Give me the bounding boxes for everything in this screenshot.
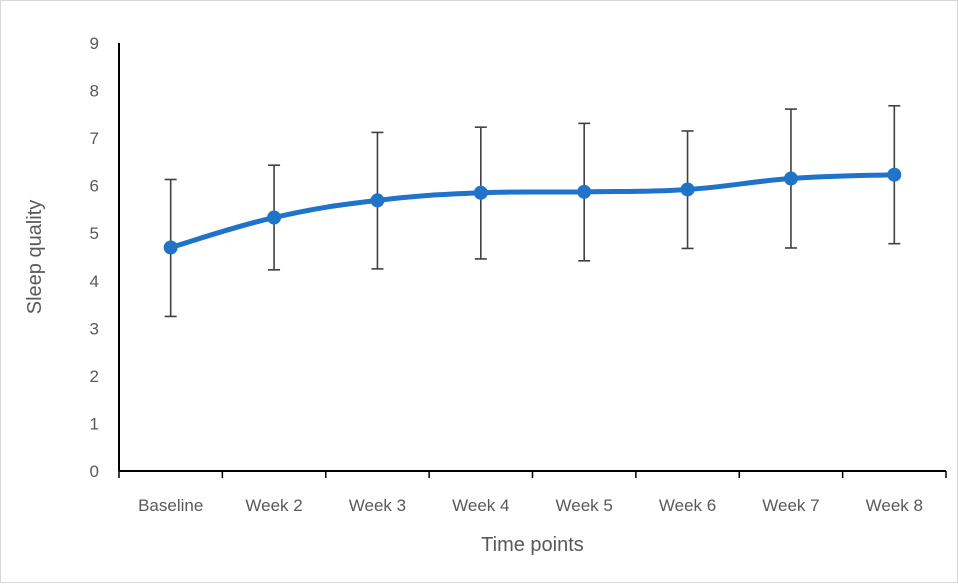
series-line bbox=[168, 172, 897, 250]
data-point bbox=[887, 167, 902, 182]
x-tick-label: Week 5 bbox=[556, 496, 613, 515]
y-tick-label: 5 bbox=[90, 224, 99, 243]
x-tick-labels: Baseline Week 2 Week 3 Week 4 Week 5 Week 6 We… bbox=[138, 496, 923, 515]
x-tick-marks bbox=[118, 471, 947, 478]
y-tick-label: 3 bbox=[90, 319, 99, 338]
y-axis-title: Sleep quality bbox=[24, 200, 46, 315]
data-point bbox=[783, 171, 798, 186]
x-tick-label: Baseline bbox=[138, 496, 203, 515]
data-point bbox=[577, 184, 592, 199]
y-tick-label: 2 bbox=[90, 367, 99, 386]
y-tick-label: 1 bbox=[90, 414, 99, 433]
x-tick-label: Week 7 bbox=[762, 496, 819, 515]
data-point bbox=[473, 185, 488, 200]
x-tick-label: Week 8 bbox=[866, 496, 923, 515]
x-tick-label: Week 3 bbox=[349, 496, 406, 515]
data-point bbox=[163, 240, 178, 255]
y-tick-labels: 0 1 2 3 4 5 6 7 8 9 bbox=[90, 34, 99, 481]
x-tick-label: Week 6 bbox=[659, 496, 716, 515]
y-tick-label: 4 bbox=[90, 272, 99, 291]
data-point bbox=[680, 182, 695, 197]
data-point bbox=[267, 210, 282, 225]
x-tick-label: Week 4 bbox=[452, 496, 509, 515]
y-tick-label: 6 bbox=[90, 177, 99, 196]
data-points bbox=[163, 167, 902, 255]
x-axis-title: Time points bbox=[481, 534, 584, 556]
x-tick-label: Week 2 bbox=[245, 496, 302, 515]
y-tick-label: 8 bbox=[90, 82, 99, 101]
y-tick-label: 7 bbox=[90, 129, 99, 148]
y-tick-label: 0 bbox=[90, 462, 99, 481]
data-point bbox=[370, 193, 385, 208]
y-tick-label: 9 bbox=[90, 34, 99, 53]
